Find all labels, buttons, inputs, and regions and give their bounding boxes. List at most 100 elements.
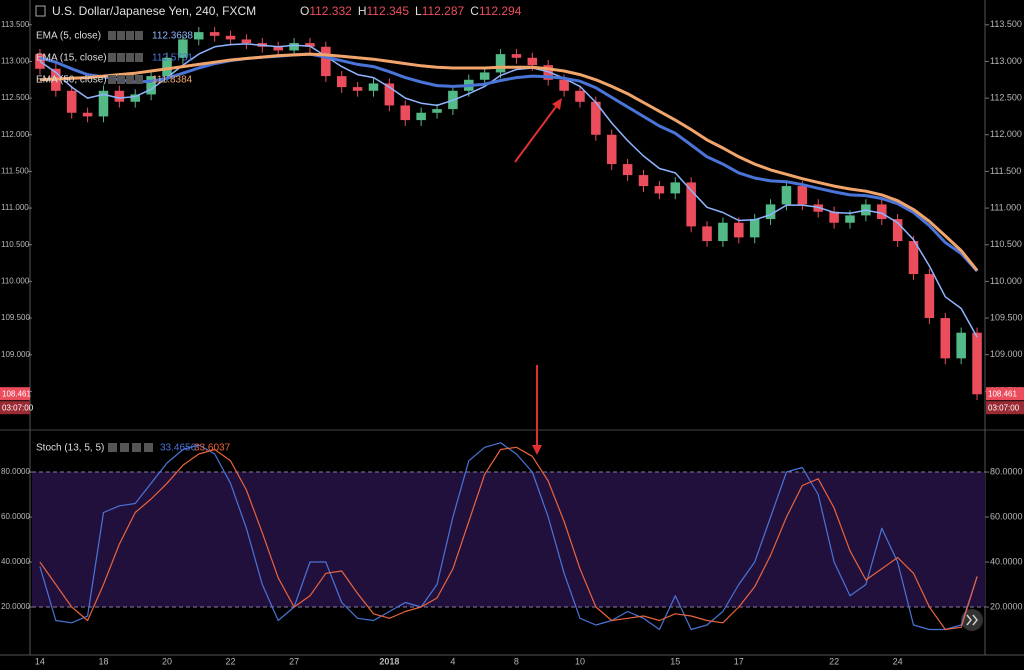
candle-body — [66, 90, 77, 113]
icon-button[interactable] — [117, 75, 125, 84]
candle-body — [829, 211, 839, 223]
candle-body — [527, 57, 538, 66]
icon-button[interactable] — [120, 443, 129, 452]
scroll-button[interactable] — [961, 609, 983, 631]
y-tick-label: 109.500 — [990, 312, 1023, 322]
arrow — [514, 103, 559, 163]
candle-body — [940, 318, 951, 359]
stoch-line — [39, 446, 978, 631]
ema-line — [39, 52, 979, 272]
ohlc-key: H — [358, 4, 367, 18]
candle-body — [781, 186, 792, 205]
y-tick-label: 110.000 — [1, 276, 30, 285]
candle-body — [416, 112, 426, 121]
price-box — [0, 387, 30, 401]
y-tick-label: 113.000 — [1, 57, 30, 66]
y-tick-label: 110.500 — [990, 239, 1022, 249]
x-tick-label: 27 — [289, 656, 299, 666]
stoch-buttons — [108, 443, 153, 452]
candle-body — [384, 83, 395, 106]
x-tick-label: 18 — [98, 656, 108, 666]
icon-button[interactable] — [108, 31, 116, 40]
candle-body — [114, 90, 125, 102]
candle-body — [718, 222, 728, 242]
candle-body — [289, 43, 299, 51]
price-label: 108.461 — [2, 389, 31, 398]
candle-body — [686, 182, 696, 227]
candle-body — [734, 222, 744, 238]
candle-body — [956, 332, 966, 359]
x-tick-label: 8 — [514, 656, 519, 666]
candle-body — [194, 32, 204, 40]
candle-body — [765, 204, 776, 220]
candle-body — [876, 204, 887, 220]
candle-body — [702, 226, 712, 242]
x-tick-label: 15 — [670, 656, 680, 666]
candle-body — [511, 54, 522, 58]
arrow-head — [532, 445, 542, 455]
candle-body — [908, 241, 919, 275]
ohlc-values: O112.332 H112.345 L112.287 C112.294 — [300, 4, 522, 18]
time-label: 03:07:00 — [988, 403, 1020, 412]
y-tick-label: 112.500 — [990, 92, 1022, 102]
candle-body — [797, 186, 808, 205]
candle-body — [321, 46, 331, 77]
candle-body — [845, 215, 855, 223]
ohlc-key: O — [300, 4, 309, 18]
candle-body — [670, 182, 681, 194]
icon-button[interactable] — [126, 31, 134, 40]
icon-button[interactable] — [108, 75, 116, 84]
candle-body — [130, 94, 141, 102]
candle-body — [559, 79, 569, 91]
ohlc-key: L — [415, 4, 422, 18]
x-tick-label: 10 — [575, 656, 585, 666]
candle-body — [749, 219, 760, 238]
y-tick-label: 111.000 — [1, 203, 29, 212]
candle-body — [606, 134, 617, 165]
icon-button[interactable] — [135, 31, 143, 40]
icon-button[interactable] — [126, 53, 134, 62]
icon-button[interactable] — [108, 443, 117, 452]
x-tick-label: 20 — [162, 656, 172, 666]
candle-body — [591, 101, 601, 135]
y-tick-label: 110.500 — [1, 240, 30, 249]
ohlc-value: 112.294 — [479, 4, 522, 18]
ohlc-key: C — [470, 4, 479, 18]
legend-value: 33.4656 — [160, 443, 197, 454]
icon-button[interactable] — [117, 53, 125, 62]
collapse-icon[interactable] — [35, 5, 46, 17]
candle-body — [225, 35, 236, 40]
arrow-head — [552, 98, 562, 110]
icon-button[interactable] — [135, 53, 143, 62]
y-tick-label: 109.000 — [990, 349, 1023, 359]
icon-button[interactable] — [135, 75, 143, 84]
y-tick-label: 111.500 — [990, 166, 1021, 176]
candle-body — [924, 274, 935, 319]
candle-body — [98, 90, 109, 117]
time-label: 03:07:00 — [2, 403, 34, 412]
x-tick-label: 22 — [829, 656, 839, 666]
y-tick-label: 112.000 — [990, 129, 1022, 139]
icon-button[interactable] — [144, 443, 153, 452]
icon-button[interactable] — [132, 443, 141, 452]
icon-button[interactable] — [108, 53, 116, 62]
y-tick-label: 110.000 — [990, 276, 1022, 286]
candle-body — [432, 109, 442, 113]
candle-body — [400, 105, 411, 121]
y-tick-label: 60.0000 — [1, 512, 30, 521]
x-tick-label: 2018 — [379, 656, 399, 666]
candle-body — [305, 43, 315, 47]
candle-body — [82, 112, 93, 117]
stoch-title: Stoch (13, 5, 5) — [36, 443, 104, 454]
icon-button[interactable] — [126, 75, 134, 84]
y-tick-label: 40.0000 — [1, 557, 30, 566]
price-label: 108.461 — [988, 389, 1017, 398]
legend-value: 112.5731 — [152, 53, 193, 64]
y-tick-label: 113.500 — [1, 20, 30, 29]
y-tick-label: 109.500 — [1, 313, 30, 322]
legend-value: 33.6037 — [194, 443, 231, 454]
y-tick-label: 113.500 — [990, 19, 1022, 29]
legend-name: EMA (50, close) — [36, 75, 107, 86]
icon-button[interactable] — [117, 31, 125, 40]
